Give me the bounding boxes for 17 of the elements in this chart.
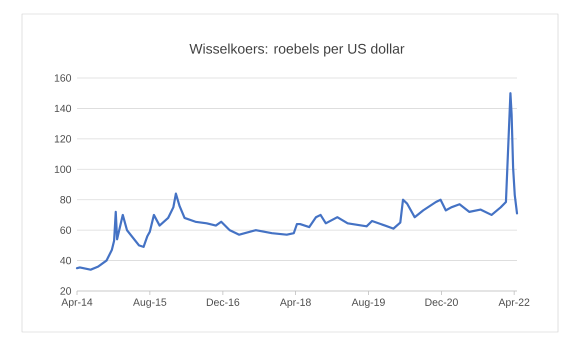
x-tick-label: Aug-19 (352, 298, 385, 308)
chart-title: Wisselkoers: roebels per US dollar (189, 43, 404, 56)
y-tick-label: 40 (60, 256, 72, 264)
y-tick-label: 160 (54, 74, 72, 82)
x-tick-label: Dec-20 (425, 298, 458, 306)
y-tick-label: 140 (54, 104, 72, 112)
x-tick-label: Aug-15 (133, 298, 166, 308)
line-series (76, 92, 518, 271)
y-tick-label: 100 (54, 166, 72, 173)
y-tick-label: 80 (60, 196, 72, 204)
x-tick-label: Apr-14 (61, 298, 92, 308)
x-tick-label: Apr-22 (498, 298, 530, 308)
y-tick-label: 60 (60, 226, 72, 234)
y-tick-label: 120 (54, 135, 72, 143)
x-tick-label: Dec-16 (206, 298, 240, 306)
x-tick-label: Apr-18 (280, 298, 311, 308)
y-tick-label: 20 (60, 287, 72, 295)
